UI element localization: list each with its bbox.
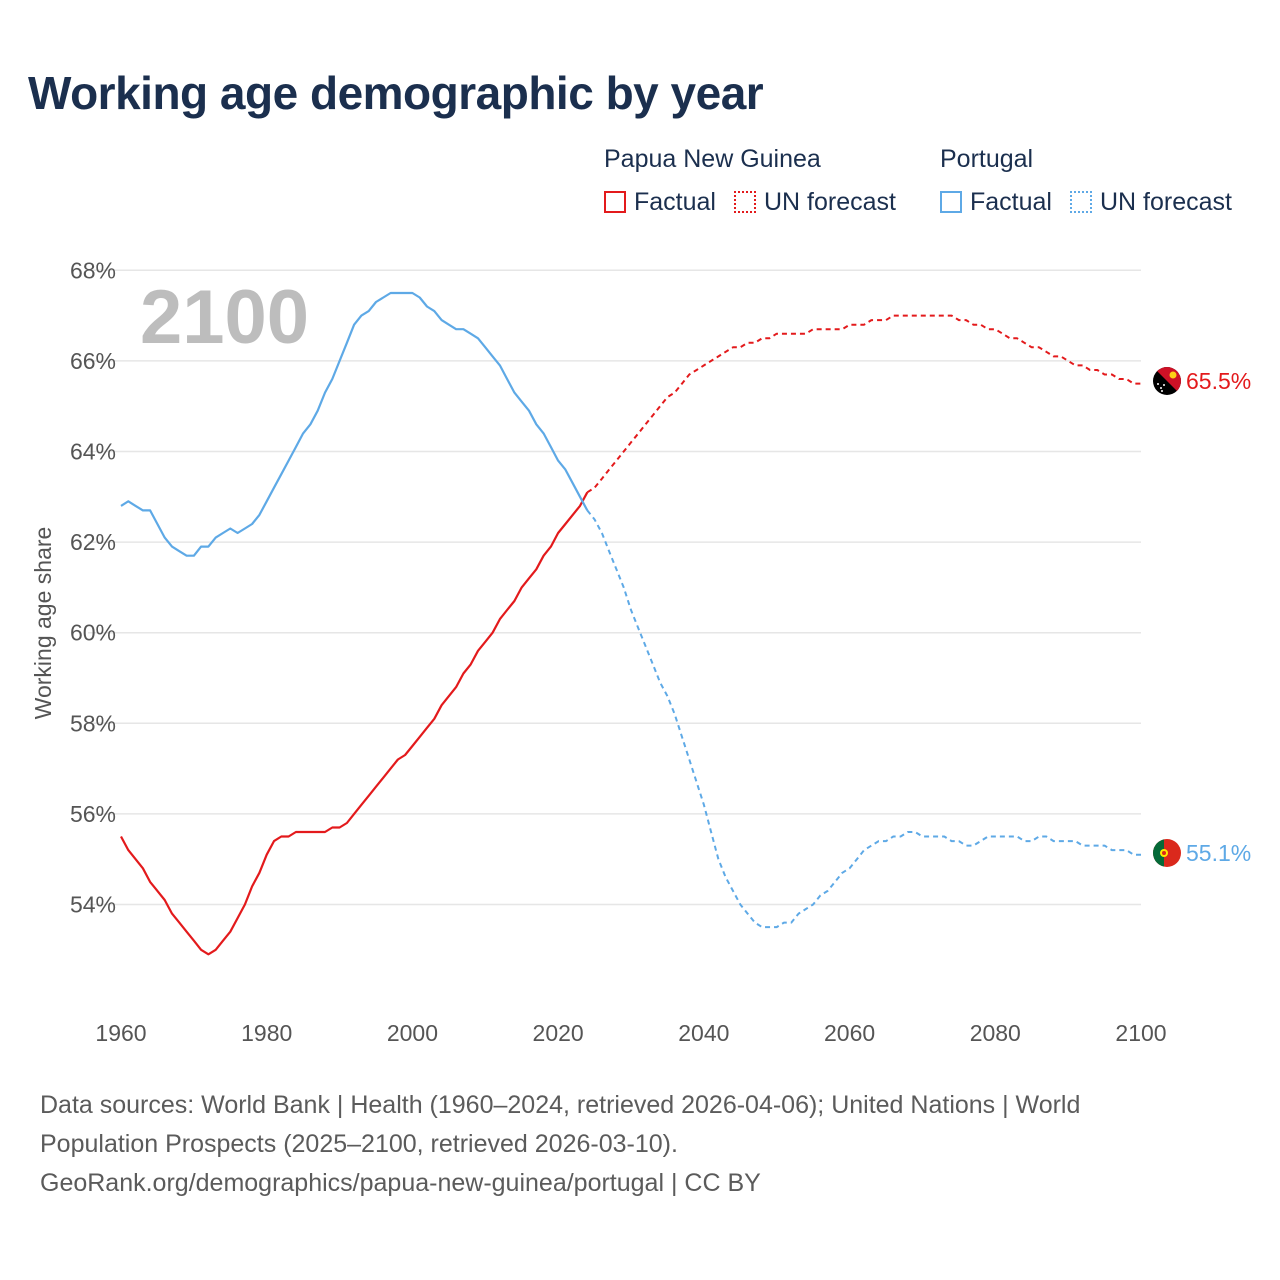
legend-swatch-dotted bbox=[733, 191, 756, 213]
x-tick-label: 2000 bbox=[387, 1020, 438, 1046]
x-tick-label: 1980 bbox=[241, 1020, 292, 1046]
portugal-flag bbox=[1153, 839, 1181, 867]
legend-item-png-forecast[interactable]: UN forecast bbox=[733, 187, 896, 217]
sources-line: Population Prospects (2025–2100, retriev… bbox=[40, 1130, 678, 1158]
page-title: Working age demographic by year bbox=[28, 67, 764, 119]
legend-item-portugal-forecast[interactable]: UN forecast bbox=[1069, 187, 1232, 217]
x-axis: 1960 1980 2000 2020 2040 2060 2080 2100 bbox=[95, 1020, 1166, 1046]
legend-item-label: Factual bbox=[970, 187, 1052, 216]
x-tick-label: 2060 bbox=[824, 1020, 875, 1046]
y-tick-label: 60% bbox=[70, 620, 116, 646]
end-label-portugal: 55.1% bbox=[1186, 840, 1251, 866]
x-tick-label: 2080 bbox=[970, 1020, 1021, 1046]
legend-item-png-factual[interactable]: Factual bbox=[604, 188, 716, 217]
legend-country-label: Papua New Guinea bbox=[604, 145, 821, 173]
papua-new-guinea-flag bbox=[1153, 367, 1181, 395]
y-tick-label: 54% bbox=[70, 892, 116, 918]
legend-swatch-solid bbox=[940, 191, 962, 213]
series-line-papua-new-guinea-factual[interactable] bbox=[120, 491, 589, 956]
x-tick-label: 2040 bbox=[678, 1020, 729, 1046]
series-line-portugal-factual[interactable] bbox=[120, 291, 589, 557]
legend-group-portugal: Portugal Factual UN forecast bbox=[940, 142, 1232, 222]
series-layer bbox=[120, 291, 1141, 956]
y-tick-label: 66% bbox=[70, 348, 116, 374]
legend-group-papua-new-guinea: Papua New Guinea Factual UN forecast bbox=[604, 142, 914, 222]
legend-item-portugal-factual[interactable]: Factual bbox=[940, 188, 1052, 217]
y-tick-label: 68% bbox=[70, 257, 116, 283]
series-line-papua-new-guinea-forecast[interactable] bbox=[586, 314, 1141, 494]
y-tick-label: 56% bbox=[70, 801, 116, 827]
y-tick-label: 58% bbox=[70, 710, 116, 736]
legend-swatch-solid bbox=[604, 191, 626, 213]
gridlines bbox=[88, 269, 1141, 906]
year-indicator: 2100 bbox=[140, 275, 309, 360]
sources-link[interactable]: GeoRank.org/demographics/papua-new-guine… bbox=[40, 1169, 761, 1197]
x-tick-label: 1960 bbox=[95, 1020, 146, 1046]
x-tick-label: 2100 bbox=[1115, 1020, 1166, 1046]
y-axis-title: Working age share bbox=[30, 527, 56, 720]
y-tick-label: 64% bbox=[70, 439, 116, 465]
legend-country-label: Portugal bbox=[940, 145, 1034, 173]
y-axis: 54% 56% 58% 60% 62% 64% 66% 68% bbox=[70, 257, 116, 917]
series-line-portugal-forecast[interactable] bbox=[586, 509, 1141, 929]
x-tick-label: 2020 bbox=[533, 1020, 584, 1046]
legend-item-label: Factual bbox=[634, 187, 716, 216]
data-sources: Data sources: World Bank | Health (1960–… bbox=[40, 1086, 1240, 1203]
y-tick-label: 62% bbox=[70, 529, 116, 555]
legend-item-label: UN forecast bbox=[763, 187, 896, 216]
legend-swatch-dotted bbox=[1069, 191, 1092, 213]
line-chart: 54% 56% 58% 60% 62% 64% 66% 68% 1960 1980 2000 202… bbox=[30, 257, 1251, 1046]
sources-line: Data sources: World Bank | Health (1960–… bbox=[40, 1091, 1081, 1119]
end-label-papua-new-guinea: 65.5% bbox=[1186, 368, 1251, 394]
legend-item-label: UN forecast bbox=[1099, 187, 1232, 216]
